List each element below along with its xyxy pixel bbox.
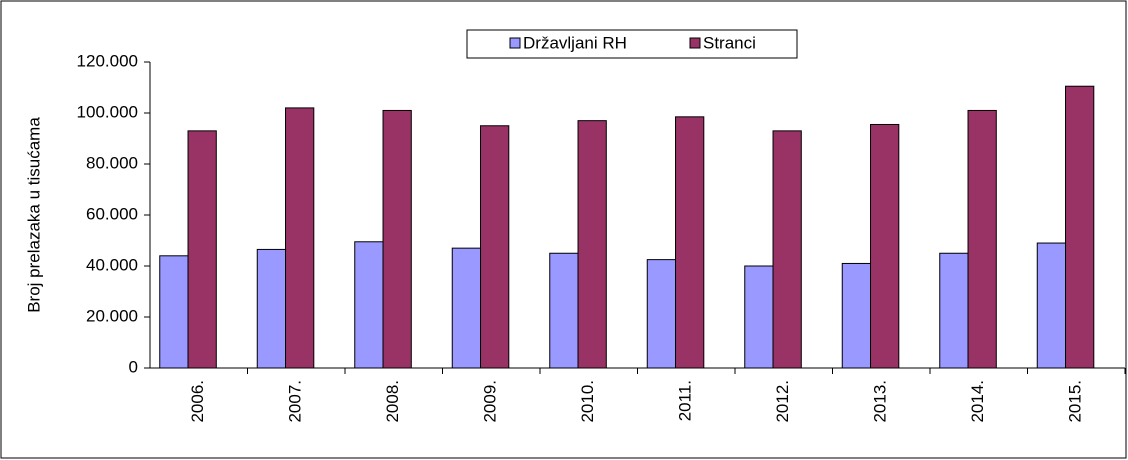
bar — [772, 130, 802, 369]
legend-swatch — [689, 37, 701, 49]
bar — [1036, 242, 1067, 369]
x-tick-label: 2007. — [286, 380, 305, 423]
legend-label: Državljani RH — [523, 33, 627, 52]
x-tick-label: 2014. — [968, 380, 987, 423]
x-tick-label: 2009. — [481, 380, 500, 423]
x-tick-label: 2008. — [383, 380, 402, 423]
x-tick-label: 2006. — [188, 380, 207, 423]
bar — [285, 107, 315, 369]
bar — [577, 120, 607, 369]
legend-box — [466, 29, 798, 59]
bar — [256, 248, 287, 369]
bar — [744, 265, 774, 369]
y-tick-label: 120.000 — [77, 51, 138, 70]
bar — [841, 262, 872, 369]
bar — [675, 116, 705, 369]
bar — [187, 130, 217, 369]
bar — [870, 123, 900, 369]
bar — [549, 252, 579, 369]
x-tick-label: 2015. — [1066, 380, 1085, 423]
legend-swatch — [509, 37, 521, 49]
bar — [646, 259, 677, 369]
bar — [354, 241, 384, 369]
y-tick-label: 80.000 — [86, 153, 138, 172]
bar — [967, 109, 997, 369]
legend: Državljani RH Stranci — [466, 29, 798, 59]
y-tick-label: 0 — [129, 357, 138, 376]
x-tick-label: 2012. — [773, 380, 792, 423]
bar — [382, 109, 412, 369]
x-tick-label: 2011. — [676, 380, 695, 421]
bar — [1065, 85, 1095, 369]
bar — [159, 255, 189, 369]
legend-label: Stranci — [703, 33, 756, 52]
bar — [451, 247, 482, 369]
bar — [939, 252, 969, 369]
y-tick-label: 40.000 — [86, 255, 138, 274]
x-tick-label: 2010. — [578, 380, 597, 423]
x-tick-label: 2013. — [871, 380, 890, 423]
y-tick-label: 20.000 — [86, 306, 138, 325]
y-axis-label: Broj prelazaka u tisućama — [24, 117, 43, 313]
y-tick-label: 100.000 — [77, 102, 138, 121]
y-tick-label: 60.000 — [86, 204, 138, 223]
bar — [480, 125, 510, 369]
